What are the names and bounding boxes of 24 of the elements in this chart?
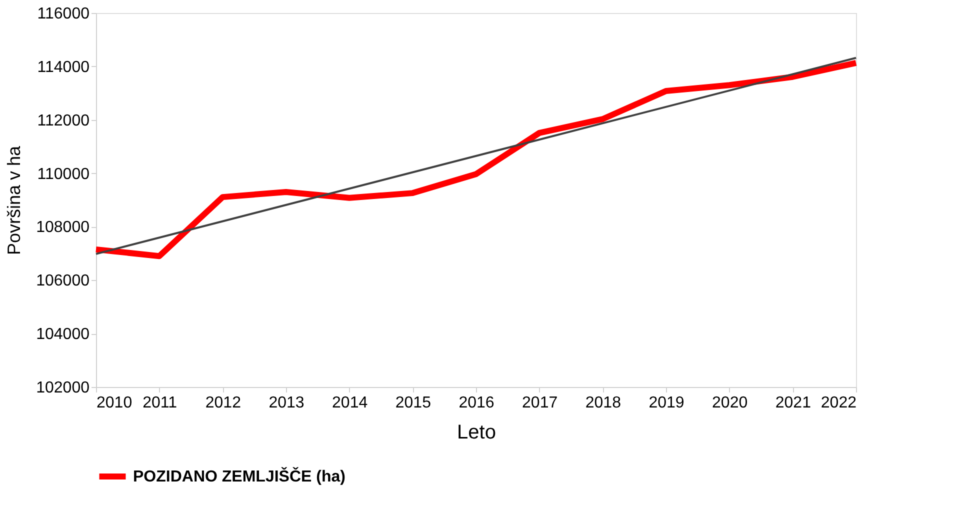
- x-tick-label: 2021: [775, 394, 812, 412]
- x-axis-title: Leto: [457, 422, 496, 444]
- y-tick-label: 106000: [36, 272, 90, 290]
- y-tick-label: 112000: [37, 112, 90, 130]
- x-tick-label: 2017: [522, 394, 558, 412]
- x-tick-label: 2010: [96, 394, 132, 412]
- x-tick-label: 2018: [585, 394, 622, 412]
- x-tick-label: 2016: [458, 394, 494, 412]
- y-tick-label: 104000: [36, 326, 90, 344]
- x-tick-label: 2022: [820, 394, 857, 412]
- legend-label: POZIDANO ZEMLJIŠČE (ha): [133, 466, 346, 486]
- y-axis-title: Površina v ha: [4, 144, 24, 256]
- x-tick-label: 2015: [395, 394, 432, 412]
- y-tick-label: 102000: [36, 380, 90, 396]
- x-tick-label: 2019: [648, 394, 684, 412]
- x-tick-label: 2020: [712, 394, 748, 412]
- x-tick-label: 2013: [268, 394, 304, 412]
- y-tick-label: 116000: [37, 6, 90, 22]
- x-tick-label: 2012: [205, 394, 242, 412]
- y-tick-label: 114000: [37, 58, 90, 76]
- y-tick-label: 108000: [36, 219, 90, 236]
- x-tick-label: 2011: [142, 394, 178, 412]
- x-tick-label: 2014: [332, 394, 368, 412]
- y-tick-label: 110000: [37, 166, 90, 183]
